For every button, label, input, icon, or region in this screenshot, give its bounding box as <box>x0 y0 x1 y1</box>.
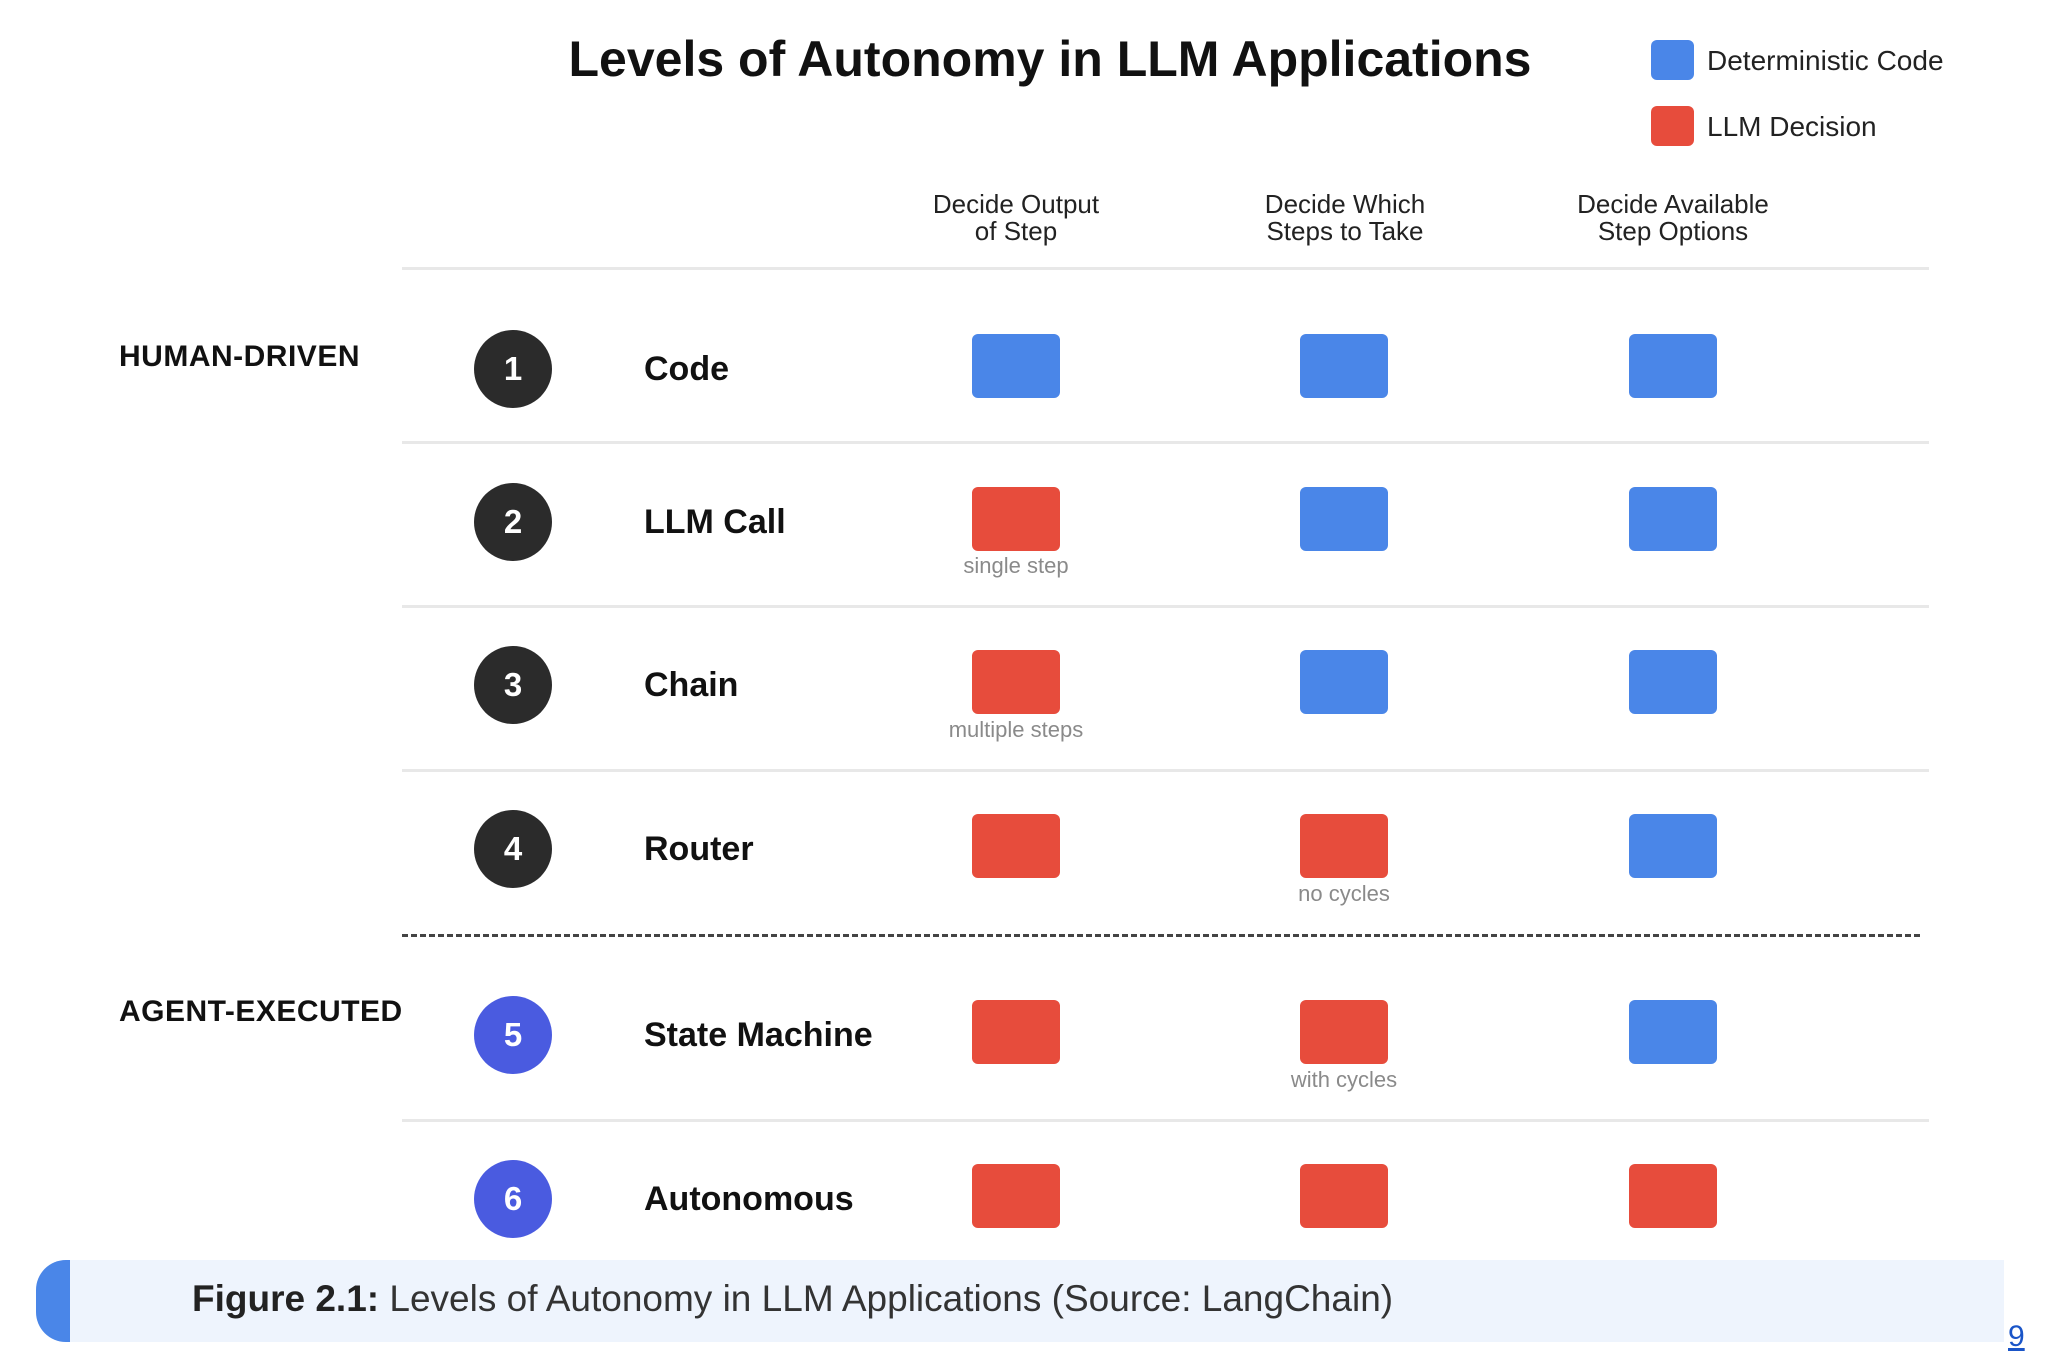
cell-level2-output <box>972 487 1060 551</box>
note-single-step: single step <box>963 553 1069 578</box>
caption-label: Figure 2.1: <box>192 1278 380 1319</box>
legend-swatch-deterministic <box>1651 40 1694 80</box>
cell-level4-steps <box>1300 814 1388 878</box>
column-header-output: Decide Output of Step <box>866 191 1166 245</box>
column-header-line: Decide Available <box>1577 189 1769 219</box>
column-header-line: of Step <box>974 216 1058 246</box>
level-badge-1: 1 <box>474 330 552 408</box>
cell-level3-steps <box>1300 650 1388 714</box>
cell-level2-steps <box>1300 487 1388 551</box>
cell-level3-output <box>972 650 1060 714</box>
level-name-autonomous: Autonomous <box>644 1180 854 1218</box>
level-name-state-machine: State Machine <box>644 1016 873 1054</box>
page-number-link[interactable]: 9 <box>2008 1320 2025 1353</box>
level-badge-2: 2 <box>474 483 552 561</box>
cell-level5-options <box>1629 1000 1717 1064</box>
row-divider <box>402 1119 1929 1122</box>
legend-swatch-llm <box>1651 106 1694 146</box>
cell-level1-options <box>1629 334 1717 398</box>
legend-label-llm: LLM Decision <box>1707 111 1877 142</box>
level-badge-5: 5 <box>474 996 552 1074</box>
cell-level4-options <box>1629 814 1717 878</box>
cell-level6-output <box>972 1164 1060 1228</box>
column-header-line: Step Options <box>1597 216 1749 246</box>
group-label-human-driven: HUMAN-DRIVEN <box>119 340 360 373</box>
cell-level2-options <box>1629 487 1717 551</box>
level-badge-4: 4 <box>474 810 552 888</box>
header-divider <box>402 267 1929 270</box>
column-header-line: Decide Output <box>932 189 1100 219</box>
column-header-line: Steps to Take <box>1266 216 1424 246</box>
cell-level6-options <box>1629 1164 1717 1228</box>
column-header-line: Decide Which <box>1264 189 1426 219</box>
column-header-steps: Decide Which Steps to Take <box>1195 191 1495 245</box>
cell-level6-steps <box>1300 1164 1388 1228</box>
column-header-options: Decide Available Step Options <box>1523 191 1823 245</box>
cell-level1-output <box>972 334 1060 398</box>
level-name-chain: Chain <box>644 666 739 704</box>
row-divider <box>402 605 1929 608</box>
cell-level4-output <box>972 814 1060 878</box>
group-divider-dashed <box>402 934 1920 937</box>
figure-caption: Figure 2.1: Levels of Autonomy in LLM Ap… <box>192 1278 1393 1320</box>
cell-level1-steps <box>1300 334 1388 398</box>
diagram-title: Levels of Autonomy in LLM Applications <box>568 31 1532 87</box>
level-name-code: Code <box>644 350 729 388</box>
cell-level3-options <box>1629 650 1717 714</box>
cell-level5-output <box>972 1000 1060 1064</box>
level-badge-6: 6 <box>474 1160 552 1238</box>
caption-accent-bar <box>36 1260 70 1342</box>
note-no-cycles: no cycles <box>1298 881 1390 906</box>
row-divider <box>402 769 1929 772</box>
level-name-llm-call: LLM Call <box>644 503 786 541</box>
legend-label-deterministic: Deterministic Code <box>1707 45 1944 76</box>
group-label-agent-executed: AGENT-EXECUTED <box>119 995 403 1028</box>
figure-caption-box: Figure 2.1: Levels of Autonomy in LLM Ap… <box>36 1260 2004 1342</box>
caption-text: Levels of Autonomy in LLM Applications (… <box>379 1278 1394 1319</box>
note-with-cycles: with cycles <box>1290 1067 1398 1092</box>
note-multiple-steps: multiple steps <box>948 717 1084 742</box>
row-divider <box>402 441 1929 444</box>
level-badge-3: 3 <box>474 646 552 724</box>
cell-level5-steps <box>1300 1000 1388 1064</box>
level-name-router: Router <box>644 830 754 868</box>
